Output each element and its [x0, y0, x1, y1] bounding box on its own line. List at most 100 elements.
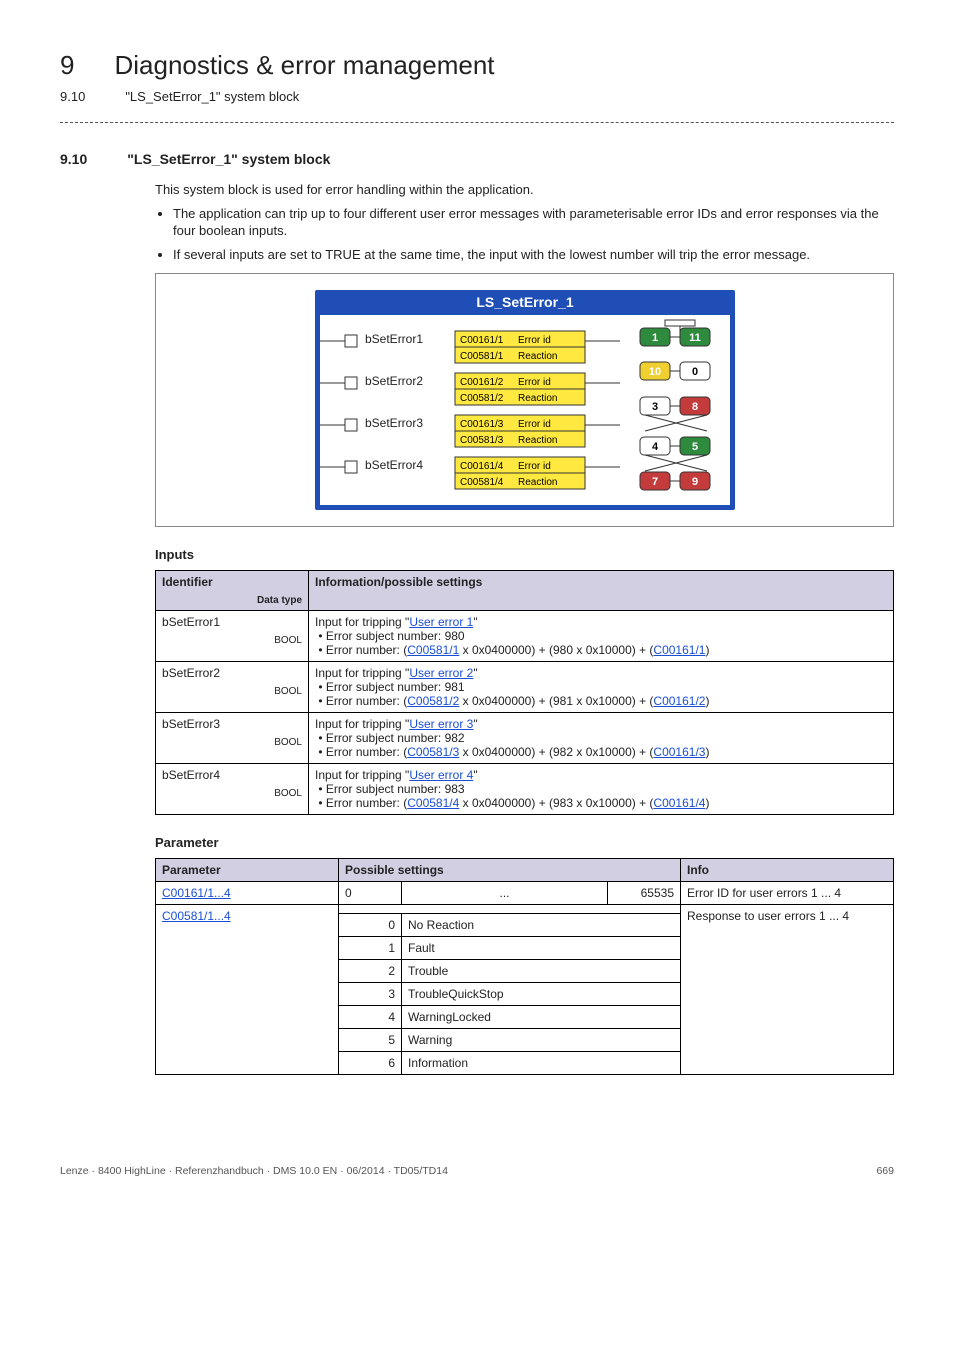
option-number: 3 — [339, 983, 402, 1006]
svg-text:Reaction: Reaction — [518, 393, 557, 404]
code-link[interactable]: C00161/2 — [653, 694, 705, 708]
chapter-header: 9 Diagnostics & error management — [60, 50, 894, 81]
chapter-title: Diagnostics & error management — [114, 50, 494, 81]
svg-text:C00161/3: C00161/3 — [460, 419, 504, 430]
svg-text:10: 10 — [648, 366, 660, 378]
svg-text:C00581/2: C00581/2 — [460, 393, 504, 404]
heading-title: "LS_SetError_1" system block — [127, 151, 330, 167]
param-link[interactable]: C00161/1...4 — [162, 886, 231, 900]
code-link[interactable]: C00161/3 — [653, 745, 705, 759]
svg-text:3: 3 — [651, 401, 657, 413]
svg-text:Error id: Error id — [518, 335, 551, 346]
input-id-cell: bSetError4BOOL — [156, 764, 309, 815]
option-label: No Reaction — [402, 914, 681, 937]
param-low: 0 — [339, 882, 402, 905]
svg-text:1: 1 — [651, 332, 657, 344]
param-row: C00161/1...4 0 ... 65535 Error ID for us… — [156, 882, 894, 905]
input-dtype: BOOL — [162, 737, 302, 748]
param-info: Response to user errors 1 ... 4 — [681, 905, 894, 1075]
svg-text:C00581/4: C00581/4 — [460, 477, 504, 488]
option-number: 6 — [339, 1052, 402, 1075]
inputs-heading: Inputs — [155, 547, 894, 562]
option-label: Fault — [402, 937, 681, 960]
code-link[interactable]: C00161/1 — [653, 643, 705, 657]
input-dtype: BOOL — [162, 788, 302, 799]
svg-text:5: 5 — [691, 441, 697, 453]
code-link[interactable]: C00581/3 — [407, 745, 459, 759]
bullet-list: The application can trip up to four diff… — [155, 205, 894, 264]
inputs-th-identifier: Identifier Data type — [156, 571, 309, 611]
option-label: Warning — [402, 1029, 681, 1052]
section-number: 9.10 — [60, 89, 85, 104]
user-error-link[interactable]: User error 3 — [409, 717, 473, 731]
svg-text:Error id: Error id — [518, 461, 551, 472]
option-number: 2 — [339, 960, 402, 983]
svg-text:9: 9 — [691, 476, 697, 488]
input-info-cell: Input for tripping "User error 3" • Erro… — [309, 713, 894, 764]
section-subheader: 9.10 "LS_SetError_1" system block — [60, 89, 894, 104]
intro-text: This system block is used for error hand… — [155, 181, 894, 199]
svg-text:8: 8 — [691, 401, 697, 413]
inputs-row: bSetError3BOOLInput for tripping "User e… — [156, 713, 894, 764]
svg-text:bSetError4: bSetError4 — [365, 458, 423, 472]
param-high: 65535 — [608, 882, 681, 905]
svg-text:7: 7 — [651, 476, 657, 488]
param-th-settings: Possible settings — [339, 859, 681, 882]
page-footer: Lenze · 8400 HighLine · Referenzhandbuch… — [60, 1165, 894, 1177]
svg-text:Error id: Error id — [518, 377, 551, 388]
intro-block: This system block is used for error hand… — [155, 181, 894, 263]
input-dtype: BOOL — [162, 635, 302, 646]
svg-text:bSetError1: bSetError1 — [365, 332, 423, 346]
param-link[interactable]: C00581/1...4 — [162, 909, 231, 923]
input-id-cell: bSetError2BOOL — [156, 662, 309, 713]
option-label: WarningLocked — [402, 1006, 681, 1029]
option-label: TroubleQuickStop — [402, 983, 681, 1006]
svg-text:Reaction: Reaction — [518, 351, 557, 362]
diagram-svg: LS_SetError_1 bSetError1 C00161/1 Error id… — [245, 280, 805, 520]
inputs-th-datatype: Data type — [162, 595, 302, 606]
svg-text:bSetError2: bSetError2 — [365, 374, 423, 388]
diagram-container: LS_SetError_1 bSetError1 C00161/1 Error id… — [155, 273, 894, 527]
option-number: 1 — [339, 937, 402, 960]
parameter-table: Parameter Possible settings Info C00161/… — [155, 858, 894, 1075]
code-link[interactable]: C00161/4 — [653, 796, 705, 810]
bullet-item: If several inputs are set to TRUE at the… — [173, 246, 894, 264]
svg-text:4: 4 — [651, 441, 658, 453]
input-id-cell: bSetError1BOOL — [156, 611, 309, 662]
code-link[interactable]: C00581/2 — [407, 694, 459, 708]
input-dtype: BOOL — [162, 686, 302, 697]
svg-text:Reaction: Reaction — [518, 477, 557, 488]
bullet-item: The application can trip up to four diff… — [173, 205, 894, 240]
param-info: Error ID for user errors 1 ... 4 — [681, 882, 894, 905]
user-error-link[interactable]: User error 2 — [409, 666, 473, 680]
svg-text:C00161/4: C00161/4 — [460, 461, 504, 472]
svg-text:C00161/2: C00161/2 — [460, 377, 504, 388]
user-error-link[interactable]: User error 1 — [409, 615, 473, 629]
code-link[interactable]: C00581/1 — [407, 643, 459, 657]
heading-number: 9.10 — [60, 151, 87, 167]
input-info-cell: Input for tripping "User error 1" • Erro… — [309, 611, 894, 662]
inputs-row: bSetError4BOOLInput for tripping "User e… — [156, 764, 894, 815]
code-link[interactable]: C00581/4 — [407, 796, 459, 810]
inputs-table: Identifier Data type Information/possibl… — [155, 570, 894, 815]
input-info-cell: Input for tripping "User error 2" • Erro… — [309, 662, 894, 713]
svg-text:Error id: Error id — [518, 419, 551, 430]
param-row: C00581/1...4 Response to user errors 1 .… — [156, 905, 894, 914]
footer-right: 669 — [876, 1165, 894, 1177]
chapter-number: 9 — [60, 50, 74, 81]
svg-text:Reaction: Reaction — [518, 435, 557, 446]
section-title: "LS_SetError_1" system block — [125, 89, 299, 104]
svg-text:LS_SetError_1: LS_SetError_1 — [476, 294, 573, 310]
input-info-cell: Input for tripping "User error 4" • Erro… — [309, 764, 894, 815]
svg-text:C00581/1: C00581/1 — [460, 351, 504, 362]
svg-text:C00161/1: C00161/1 — [460, 335, 504, 346]
user-error-link[interactable]: User error 4 — [409, 768, 473, 782]
option-label: Trouble — [402, 960, 681, 983]
input-id-cell: bSetError3BOOL — [156, 713, 309, 764]
param-mid: ... — [402, 882, 608, 905]
footer-left: Lenze · 8400 HighLine · Referenzhandbuch… — [60, 1165, 448, 1177]
separator — [60, 122, 894, 123]
svg-text:11: 11 — [689, 332, 701, 344]
param-th-parameter: Parameter — [156, 859, 339, 882]
parameter-heading: Parameter — [155, 835, 894, 850]
